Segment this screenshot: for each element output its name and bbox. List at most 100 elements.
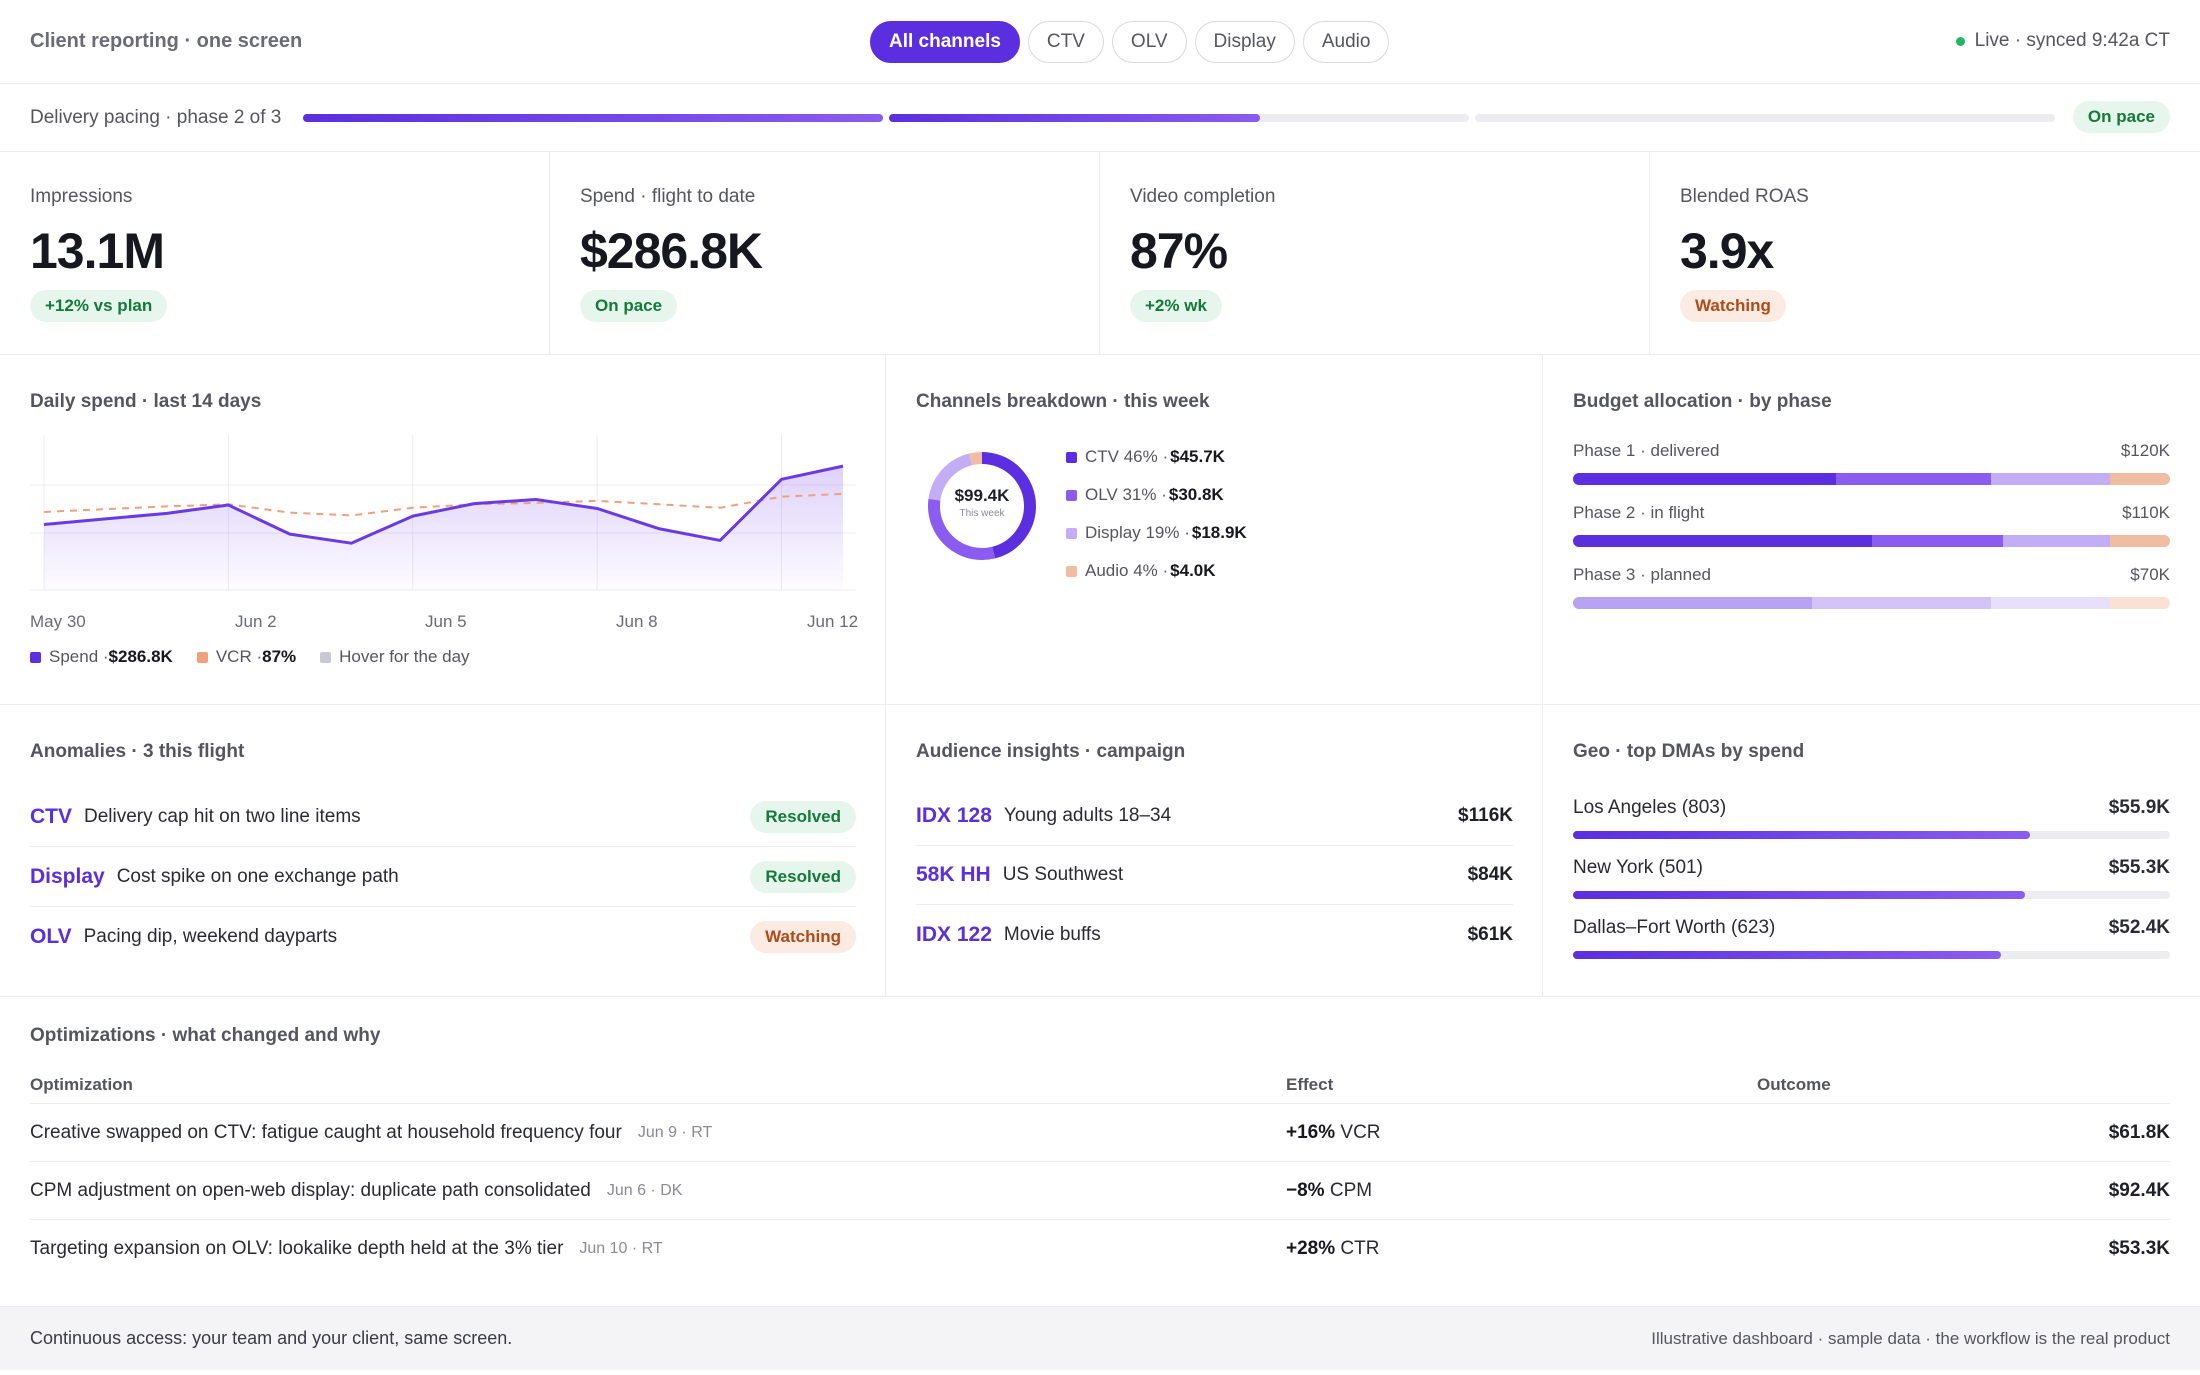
spend-point[interactable] — [469, 499, 479, 509]
kpi-badge: +2% wk — [1130, 290, 1222, 322]
optimization-text: CPM adjustment on open-web display: dupl… — [30, 1179, 591, 1201]
spend-point[interactable] — [162, 508, 172, 518]
channel-swatch-icon — [1066, 451, 1077, 463]
live-dot-icon — [1955, 36, 1965, 46]
tab-display[interactable]: Display — [1194, 21, 1295, 63]
hover-swatch-icon — [320, 651, 332, 663]
audience-segment: Movie buffs — [1003, 923, 1101, 945]
optimization-row[interactable]: CPM adjustment on open-web display: dupl… — [30, 1161, 2170, 1219]
vcr-swatch-icon — [196, 651, 208, 663]
optimization-row[interactable]: Creative swapped on CTV: fatigue caught … — [30, 1103, 2170, 1161]
geo-row-header: New York (501) $55.3K — [1573, 857, 2170, 879]
audience-card: Audience insights · campaign IDX 128 Youn… — [886, 705, 1543, 996]
channel-legend-item: Display 19% · $18.9K — [1066, 523, 1247, 543]
geo-row[interactable]: New York (501) $55.3K — [1573, 857, 2170, 899]
spend-point[interactable] — [715, 535, 725, 545]
budget-phase-header: Phase 1 · delivered $120K — [1573, 441, 2170, 461]
x-tick-label: Jun 5 — [425, 612, 467, 631]
optimizations-title: Optimizations · what changed and why — [30, 1025, 381, 1046]
kpi-label: Spend · flight to date — [580, 186, 756, 207]
audience-row[interactable]: IDX 122 Movie buffs $61K — [916, 905, 1513, 964]
geo-dma-name: Los Angeles (803) — [1573, 797, 1727, 818]
geo-row[interactable]: Los Angeles (803) $55.9K — [1573, 797, 2170, 839]
geo-bar-fill — [1573, 951, 2002, 959]
audience-row[interactable]: 58K HH US Southwest $84K — [916, 846, 1513, 905]
anomaly-channel[interactable]: CTV — [30, 804, 72, 828]
budget-phase-label: Phase 3 · planned — [1573, 565, 1711, 584]
daily-spend-chart[interactable] — [0, 415, 886, 615]
geo-title: Geo · top DMAs by spend — [1573, 741, 1805, 762]
channels-donut-chart — [928, 452, 1036, 560]
x-tick-label: May 30 — [30, 612, 86, 631]
geo-row[interactable]: Dallas–Fort Worth (623) $52.4K — [1573, 917, 2170, 959]
spend-point[interactable] — [777, 474, 787, 484]
geo-dma-name: Dallas–Fort Worth (623) — [1573, 917, 1776, 938]
geo-dma-value: $55.9K — [2108, 797, 2170, 818]
optimization-effect: +28% CTR — [1286, 1238, 1379, 1260]
pacing-phase-1-fill — [303, 114, 883, 122]
spend-point[interactable] — [531, 494, 541, 504]
channel-tabs: All channels CTV OLV Display Audio — [870, 21, 1390, 63]
spend-point[interactable] — [346, 538, 356, 548]
pacing-phase-2-track — [889, 114, 1469, 122]
geo-bar-track — [1573, 831, 2170, 839]
channel-value: $45.7K — [1170, 447, 1225, 466]
channel-value: $30.8K — [1168, 485, 1224, 504]
spend-point[interactable] — [408, 511, 418, 521]
optimization-outcome: $53.3K — [2108, 1237, 2170, 1259]
legend-value: $286.8K — [108, 647, 173, 666]
budget-phase-header: Phase 2 · in flight $110K — [1573, 503, 2170, 523]
anomaly-channel[interactable]: Display — [30, 864, 105, 888]
anomaly-row[interactable]: OLV Pacing dip, weekend dayparts Watching — [30, 907, 856, 967]
optimization-meta: Jun 9 · RT — [637, 1123, 713, 1141]
geo-bar-fill — [1573, 831, 2030, 839]
kpi-blended-roas: Blended ROAS 3.9x Watching — [1650, 152, 2200, 354]
tab-ctv[interactable]: CTV — [1027, 21, 1104, 63]
spend-area — [44, 466, 843, 590]
budget-segment — [2110, 535, 2170, 547]
budget-phase-amount: $120K — [2120, 441, 2170, 460]
kpi-row: Impressions 13.1M +12% vs plan Spend · f… — [0, 152, 2200, 355]
tab-all-channels[interactable]: All channels — [870, 21, 1020, 63]
anomaly-text: Delivery cap hit on two line items — [84, 805, 361, 827]
audience-title: Audience insights · campaign — [916, 741, 1186, 762]
kpi-badge: +12% vs plan — [30, 290, 168, 322]
optimization-meta: Jun 6 · DK — [606, 1181, 683, 1199]
spend-point[interactable] — [223, 500, 233, 510]
channels-title: Channels breakdown · this week — [916, 391, 1210, 412]
geo-dma-value: $52.4K — [2108, 917, 2170, 938]
spend-point[interactable] — [100, 514, 110, 524]
spend-point[interactable] — [39, 519, 49, 529]
channel-legend-item: CTV 46% · $45.7K — [1066, 447, 1225, 467]
spend-swatch-icon — [30, 651, 41, 663]
kpi-value: 13.1M — [30, 223, 165, 279]
audience-row[interactable]: IDX 128 Young adults 18–34 $116K — [916, 787, 1513, 846]
spend-point[interactable] — [592, 503, 602, 513]
channels-card: Channels breakdown · this week $99.4K Th… — [886, 355, 1543, 704]
effect-value: −8% — [1286, 1179, 1325, 1201]
tab-olv[interactable]: OLV — [1111, 21, 1187, 63]
spend-point[interactable] — [285, 529, 295, 539]
spend-point[interactable] — [838, 461, 848, 471]
audience-index[interactable]: 58K HH — [916, 863, 991, 886]
optimization-row[interactable]: Targeting expansion on OLV: lookalike de… — [30, 1219, 2170, 1277]
tab-audio[interactable]: Audio — [1302, 21, 1390, 63]
optimization-effect: −8% CPM — [1286, 1180, 1372, 1202]
legend-label: Spend · — [49, 647, 109, 666]
kpi-badge: Watching — [1680, 290, 1786, 322]
channel-legend-item: OLV 31% · $30.8K — [1066, 485, 1224, 505]
optimizations-table: Optimizations · what changed and why Opt… — [0, 997, 2200, 1307]
geo-row-header: Dallas–Fort Worth (623) $52.4K — [1573, 917, 2170, 939]
audience-index[interactable]: IDX 128 — [916, 804, 992, 827]
geo-card: Geo · top DMAs by spend Los Angeles (803… — [1543, 705, 2200, 996]
anomaly-row[interactable]: Display Cost spike on one exchange path Re… — [30, 847, 856, 907]
spend-point[interactable] — [654, 524, 664, 534]
audience-value: $84K — [1467, 864, 1513, 885]
anomaly-channel[interactable]: OLV — [30, 925, 72, 948]
budget-phase-label: Phase 2 · in flight — [1573, 503, 1705, 522]
optimization-outcome: $92.4K — [2108, 1179, 2170, 1201]
audience-index[interactable]: IDX 122 — [916, 922, 992, 946]
anomaly-row[interactable]: CTV Delivery cap hit on two line items Res… — [30, 787, 856, 847]
anomaly-status-badge: Resolved — [750, 800, 856, 833]
donut-slice — [928, 452, 1036, 560]
